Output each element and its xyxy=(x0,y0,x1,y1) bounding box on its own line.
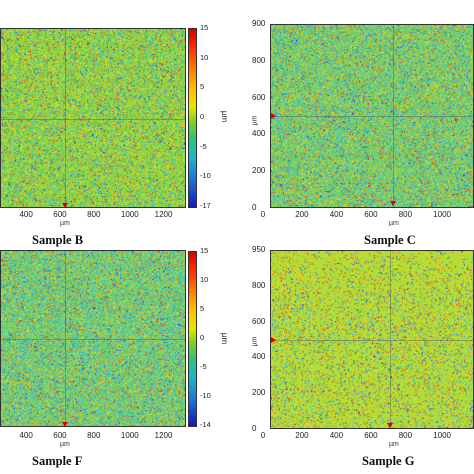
x-tick-label: 800 xyxy=(87,210,101,219)
height-map-sample-c xyxy=(270,24,474,208)
caption-sample-c: Sample C xyxy=(364,233,416,247)
x-tick-label: 0 xyxy=(260,431,266,440)
x-axis-unit-g: µm xyxy=(389,441,399,448)
colorbar-tick-label: 0 xyxy=(200,333,205,342)
colorbar-tick-label: 0 xyxy=(200,112,205,121)
y-tick-label: 400 xyxy=(252,352,266,362)
crosshair-horizontal xyxy=(1,119,185,120)
x-tick-label: 200 xyxy=(295,431,309,440)
x-tick-label: 400 xyxy=(19,431,33,440)
x-axis-unit-b: µm xyxy=(60,220,70,227)
crosshair-horizontal xyxy=(271,116,473,117)
x-tick-label: 600 xyxy=(364,210,378,219)
heatmap-canvas-c xyxy=(271,25,473,207)
y-tick-label: 600 xyxy=(252,92,266,102)
red-marker-left-icon xyxy=(271,113,276,119)
red-marker-icon xyxy=(390,201,396,206)
x-tick-label: 200 xyxy=(295,210,309,219)
x-tick-label: 400 xyxy=(329,210,344,219)
heatmap-canvas-f xyxy=(1,251,185,426)
colorbar-b xyxy=(188,28,197,208)
height-map-sample-f xyxy=(0,250,186,427)
y-tick-label: 0 xyxy=(252,203,257,212)
crosshair-horizontal xyxy=(271,340,473,341)
red-marker-left-icon xyxy=(271,337,276,343)
heatmap-canvas-b xyxy=(1,29,185,207)
colorbar-tick-label: 10 xyxy=(200,275,209,284)
y-axis-unit-c: µm xyxy=(251,115,259,126)
height-map-sample-b xyxy=(0,28,186,208)
red-marker-icon xyxy=(62,422,68,426)
colorbar-tick-label: 5 xyxy=(200,82,205,92)
colorbar-unit-b: µm xyxy=(220,110,230,123)
x-tick-label: 1000 xyxy=(433,210,451,219)
x-tick-label: 600 xyxy=(53,431,67,440)
caption-sample-b: Sample B xyxy=(32,233,84,247)
x-tick-label: 0 xyxy=(260,210,266,219)
y-tick-label: 0 xyxy=(252,424,257,433)
y-tick-label: 600 xyxy=(252,316,266,326)
x-axis-unit-c: µm xyxy=(389,220,399,227)
caption-sample-g: Sample G xyxy=(362,454,415,468)
y-tick-label: 800 xyxy=(252,280,266,290)
colorbar-tick-label: 15 xyxy=(200,23,209,32)
colorbar-tick-label: -5 xyxy=(200,141,207,151)
crosshair-horizontal xyxy=(1,339,185,340)
crosshair-vertical xyxy=(393,25,394,207)
x-tick-label: 1000 xyxy=(120,210,139,219)
y-tick-label: 200 xyxy=(252,166,266,176)
caption-sample-f: Sample F xyxy=(32,454,83,468)
x-tick-label: 800 xyxy=(398,431,413,440)
red-marker-icon xyxy=(62,203,68,207)
height-map-sample-g xyxy=(270,250,474,429)
crosshair-vertical xyxy=(390,251,391,428)
colorbar-f xyxy=(188,251,197,427)
crosshair-vertical xyxy=(65,251,66,426)
y-tick-label: 800 xyxy=(252,55,266,65)
colorbar-tick-label: -10 xyxy=(200,391,211,400)
colorbar-tick-label: -14 xyxy=(200,420,211,429)
colorbar-tick-label: 5 xyxy=(200,304,205,313)
x-tick-label: 400 xyxy=(19,210,33,219)
colorbar-tick-label: -17 xyxy=(200,201,211,210)
y-tick-label: 400 xyxy=(252,129,266,139)
colorbar-tick-label: 15 xyxy=(200,246,209,255)
y-tick-label: 900 xyxy=(252,19,266,28)
x-tick-label: 600 xyxy=(53,210,67,219)
y-tick-label: 950 xyxy=(252,245,266,254)
x-tick-label: 1200 xyxy=(154,431,173,440)
red-marker-icon xyxy=(387,423,393,428)
y-axis-unit-g: µm xyxy=(251,336,259,347)
x-tick-label: 1000 xyxy=(433,431,451,440)
colorbar-tick-label: -5 xyxy=(200,362,207,371)
x-tick-label: 1000 xyxy=(120,431,139,440)
x-axis-unit-f: µm xyxy=(60,441,70,448)
crosshair-vertical xyxy=(65,29,66,207)
colorbar-unit-f: µm xyxy=(220,332,230,345)
colorbar-tick-label: 10 xyxy=(200,52,209,62)
x-tick-label: 800 xyxy=(87,431,101,440)
x-tick-label: 800 xyxy=(398,210,413,219)
y-tick-label: 200 xyxy=(252,388,266,398)
colorbar-tick-label: -10 xyxy=(200,171,211,181)
x-tick-label: 1200 xyxy=(154,210,173,219)
x-tick-label: 400 xyxy=(329,431,344,440)
heatmap-canvas-g xyxy=(271,251,473,428)
x-tick-label: 600 xyxy=(364,431,378,440)
